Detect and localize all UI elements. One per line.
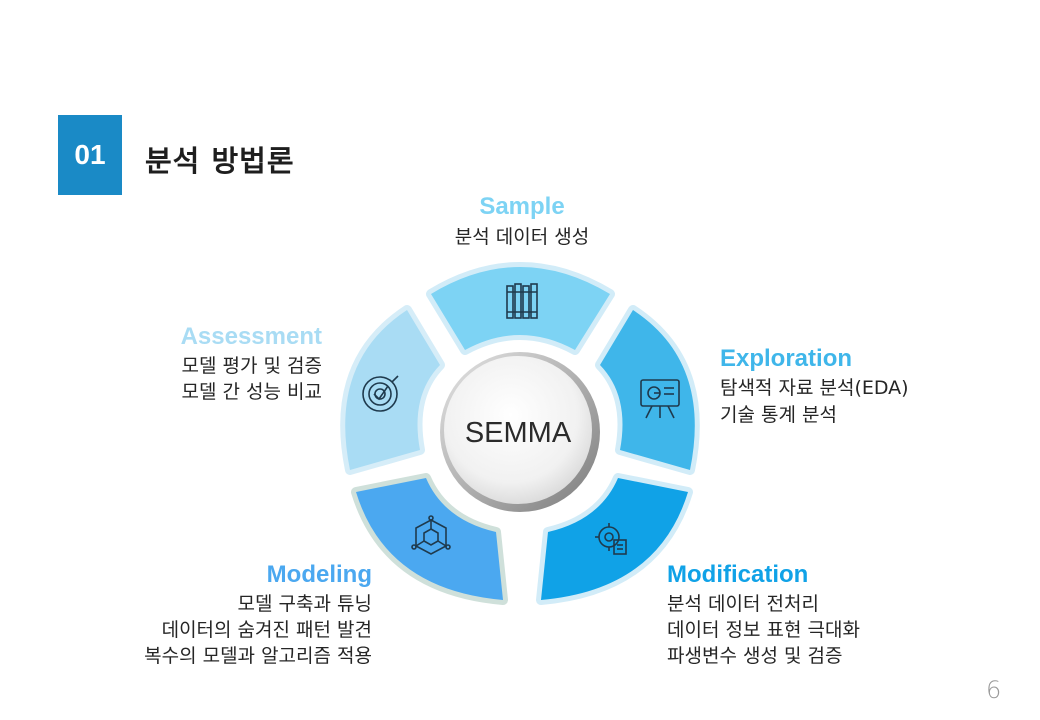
gear-document-icon — [595, 523, 627, 555]
modification-desc-1: 분석 데이터 전처리 — [667, 593, 819, 615]
section-number-badge: 01 — [58, 115, 122, 195]
sample-title: Sample — [479, 193, 565, 220]
modification-desc-2: 데이터 정보 표현 극대화 — [667, 619, 860, 641]
target-icon — [362, 375, 399, 412]
page-number: 6 — [986, 676, 1002, 704]
center-hub: SEMMA — [440, 352, 600, 512]
assessment-desc-1: 모델 평가 및 검증 — [181, 355, 322, 377]
segment-assessment — [340, 305, 445, 475]
segment-exploration — [595, 305, 700, 475]
modeling-desc-2: 데이터의 숨겨진 패턴 발견 — [161, 619, 372, 641]
modeling-desc-1: 모델 구축과 튜닝 — [237, 593, 372, 615]
assessment-desc-2: 모델 간 성능 비교 — [181, 381, 322, 403]
exploration-desc-1: 탐색적 자료 분석(EDA) — [720, 377, 909, 399]
modification-desc-3: 파생변수 생성 및 검증 — [667, 645, 843, 667]
modeling-title: Modeling — [266, 561, 372, 588]
modeling-desc-3: 복수의 모델과 알고리즘 적용 — [144, 645, 372, 667]
segment-modeling — [351, 473, 508, 605]
page-title: 분석 방법론 — [145, 144, 295, 178]
assessment-title: Assessment — [180, 323, 322, 350]
modification-title: Modification — [667, 561, 809, 588]
exploration-desc-2: 기술 통계 분석 — [720, 404, 837, 426]
exploration-title: Exploration — [720, 345, 853, 372]
network-icon — [411, 515, 451, 555]
sample-desc-1: 분석 데이터 생성 — [454, 226, 590, 248]
presentation-chart-icon — [640, 379, 680, 419]
bookshelf-icon — [506, 283, 538, 319]
segment-modification — [536, 473, 693, 605]
center-label: SEMMA — [465, 417, 572, 449]
